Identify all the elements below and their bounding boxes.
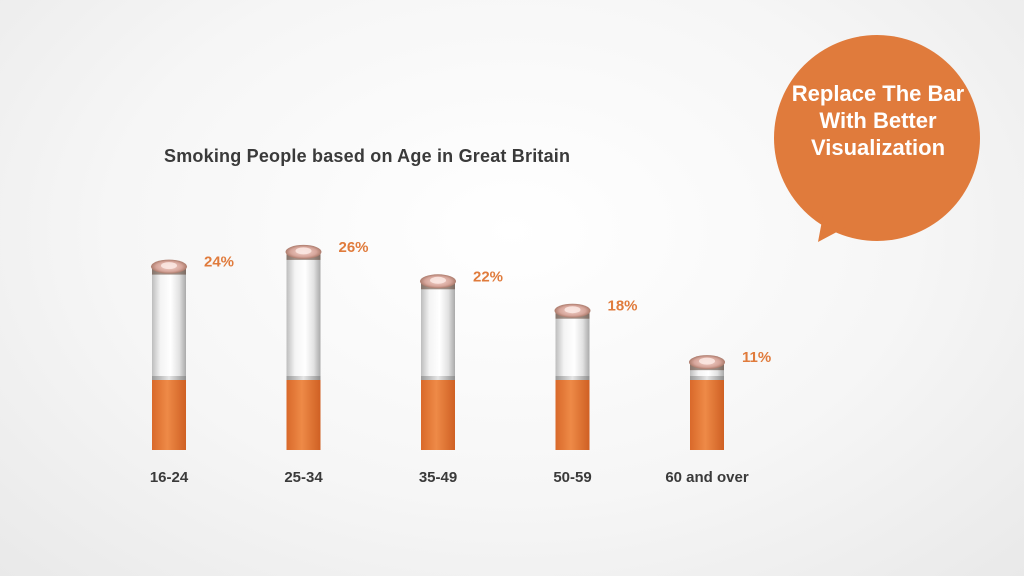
category-label: 25-34 bbox=[284, 469, 323, 486]
category-label: 35-49 bbox=[419, 469, 457, 486]
chart-title: Smoking People based on Age in Great Bri… bbox=[164, 146, 571, 166]
cigarette-band bbox=[286, 376, 321, 380]
cigarette-ember-glow bbox=[699, 357, 715, 365]
cigarette-paper bbox=[152, 268, 186, 380]
cigarette-band bbox=[690, 376, 724, 380]
category-label: 60 and over bbox=[665, 469, 749, 486]
cigarette-paper bbox=[555, 312, 590, 380]
cigarette-band bbox=[421, 376, 455, 380]
value-label: 24% bbox=[204, 254, 234, 271]
category-label: 50-59 bbox=[553, 469, 591, 486]
category-label: 16-24 bbox=[150, 469, 189, 486]
bar-25-34 bbox=[285, 244, 322, 450]
bar-50-59 bbox=[554, 303, 591, 450]
cigarette-ember-glow bbox=[161, 262, 177, 270]
cigarette-ember-glow bbox=[430, 276, 446, 284]
value-label: 26% bbox=[339, 239, 369, 256]
cigarette-band bbox=[152, 376, 186, 380]
cigarette-band bbox=[555, 376, 590, 380]
callout-text: Replace The Bar With Better Visualizatio… bbox=[791, 81, 965, 160]
cigarette-ember-glow bbox=[564, 306, 581, 314]
cigarette-paper bbox=[421, 283, 455, 380]
cigarette-filter bbox=[421, 380, 455, 450]
cigarette-filter bbox=[152, 380, 186, 450]
cigarette-filter bbox=[286, 380, 321, 450]
value-label: 18% bbox=[608, 298, 638, 315]
bar-35-49 bbox=[420, 274, 456, 450]
cigarette-paper bbox=[286, 253, 321, 380]
cigarette-filter bbox=[555, 380, 590, 450]
value-label: 22% bbox=[473, 268, 503, 285]
bar-60 and over bbox=[689, 355, 725, 450]
cigarette-ember-glow bbox=[295, 247, 312, 255]
callout-bubble bbox=[774, 35, 980, 242]
cigarette-filter bbox=[690, 380, 724, 450]
value-label: 11% bbox=[742, 349, 771, 366]
bar-16-24 bbox=[151, 259, 187, 450]
